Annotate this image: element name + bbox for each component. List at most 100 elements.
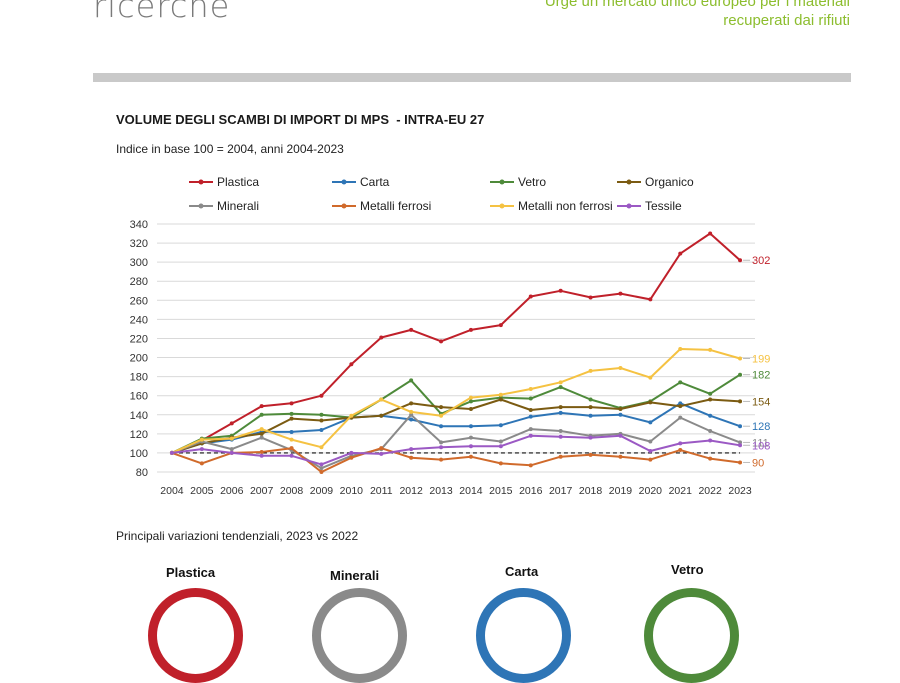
data-point-metalli-non-ferrosi xyxy=(498,392,503,397)
data-point-tessile xyxy=(588,435,593,440)
y-tick-label: 320 xyxy=(130,238,148,250)
data-point-organico xyxy=(259,431,264,436)
legend-marker-minerali xyxy=(198,203,204,209)
series-line-minerali xyxy=(171,413,741,470)
data-point-carta xyxy=(738,424,743,429)
data-point-metalli-non-ferrosi xyxy=(349,413,354,418)
data-point-plastica xyxy=(618,291,623,296)
end-label-organico: 154 xyxy=(752,396,770,408)
data-point-metalli-non-ferrosi xyxy=(738,356,743,361)
data-point-tessile xyxy=(199,447,204,452)
y-tick-label: 160 xyxy=(130,391,148,403)
x-tick-label: 2016 xyxy=(519,485,543,497)
legend-marker-organico xyxy=(626,179,632,185)
legend-label-carta: Carta xyxy=(360,175,390,189)
series-line-carta xyxy=(171,402,741,454)
data-point-carta xyxy=(468,424,473,429)
data-point-vetro xyxy=(528,396,533,401)
data-point-organico xyxy=(498,397,503,402)
y-tick-label: 260 xyxy=(130,295,148,307)
data-point-metalli-non-ferrosi xyxy=(439,413,444,418)
data-point-metalli-non-ferrosi xyxy=(558,380,563,385)
data-point-tessile xyxy=(738,443,743,448)
legend-marker-carta xyxy=(341,179,347,185)
data-point-vetro xyxy=(678,380,683,385)
data-point-minerali xyxy=(738,440,743,445)
data-point-plastica xyxy=(468,327,473,332)
x-tick-label: 2023 xyxy=(728,485,752,497)
y-tick-label: 220 xyxy=(130,333,148,345)
data-point-tessile xyxy=(349,450,354,455)
legend-label-minerali: Minerali xyxy=(217,199,259,213)
data-point-organico xyxy=(648,400,653,405)
data-point-plastica xyxy=(229,421,234,426)
data-point-organico xyxy=(618,407,623,412)
data-point-metalli-ferrosi xyxy=(678,448,683,453)
data-point-metalli-ferrosi xyxy=(199,461,204,466)
data-point-carta xyxy=(409,417,414,422)
data-point-tessile xyxy=(439,445,444,450)
data-point-organico xyxy=(708,397,713,402)
ring-plastica xyxy=(148,588,243,683)
data-point-metalli-ferrosi xyxy=(289,446,294,451)
data-point-metalli-ferrosi xyxy=(379,446,384,451)
data-point-metalli-ferrosi xyxy=(738,460,743,465)
data-point-metalli-ferrosi xyxy=(319,470,324,474)
data-point-carta xyxy=(678,401,683,406)
data-point-minerali xyxy=(229,447,234,452)
data-point-tessile xyxy=(678,441,683,446)
x-tick-label: 2022 xyxy=(698,485,722,497)
data-point-carta xyxy=(558,410,563,415)
data-point-plastica xyxy=(379,335,384,340)
series-line-vetro xyxy=(171,373,741,454)
data-point-plastica xyxy=(528,294,533,299)
y-tick-label: 280 xyxy=(130,276,148,288)
data-point-plastica xyxy=(349,362,354,367)
legend-label-organico: Organico xyxy=(645,175,694,189)
data-point-metalli-ferrosi xyxy=(498,461,503,466)
data-point-metalli-non-ferrosi xyxy=(319,445,324,450)
end-label-vetro: 182 xyxy=(752,370,770,382)
data-point-tessile xyxy=(468,444,473,449)
data-point-metalli-ferrosi xyxy=(528,463,533,468)
data-point-metalli-ferrosi xyxy=(708,456,713,461)
ring-label-carta: Carta xyxy=(505,564,539,579)
y-tick-label: 200 xyxy=(130,353,148,365)
data-point-plastica xyxy=(588,295,593,300)
series-line-metalli-non-ferrosi xyxy=(171,348,741,454)
data-point-vetro xyxy=(259,412,264,417)
x-tick-label: 2019 xyxy=(609,485,633,497)
data-point-carta xyxy=(708,413,713,418)
data-point-tessile xyxy=(229,450,234,455)
ring-minerali xyxy=(312,588,407,683)
data-point-carta xyxy=(289,429,294,434)
data-point-minerali xyxy=(409,412,414,417)
data-point-plastica xyxy=(558,288,563,293)
legend-label-vetro: Vetro xyxy=(518,175,546,189)
legend-marker-metalli-non-ferrosi xyxy=(499,203,505,209)
legend-marker-tessile xyxy=(626,203,632,209)
tagline-line-2: recuperati dai rifiuti xyxy=(723,12,850,29)
data-point-metalli-non-ferrosi xyxy=(409,409,414,414)
page-tagline: Urge un mercato unico europeo per i mate… xyxy=(545,0,850,30)
data-point-metalli-non-ferrosi xyxy=(289,437,294,442)
data-point-plastica xyxy=(289,401,294,406)
data-point-metalli-non-ferrosi xyxy=(678,346,683,351)
series-line-plastica xyxy=(171,232,741,454)
x-tick-label: 2010 xyxy=(340,485,364,497)
x-tick-label: 2007 xyxy=(250,485,274,497)
data-point-minerali xyxy=(259,435,264,440)
series-line-metalli-ferrosi xyxy=(171,447,741,473)
x-tick-label: 2014 xyxy=(459,485,483,497)
chart-title: VOLUME DEGLI SCAMBI DI IMPORT DI MPS - I… xyxy=(116,112,485,127)
data-point-vetro xyxy=(558,385,563,390)
data-point-tessile xyxy=(169,450,174,455)
data-point-tessile xyxy=(409,447,414,452)
ring-label-plastica: Plastica xyxy=(166,565,216,580)
x-tick-label: 2004 xyxy=(160,485,184,497)
data-point-metalli-ferrosi xyxy=(588,452,593,457)
x-tick-label: 2017 xyxy=(549,485,573,497)
data-point-tessile xyxy=(289,453,294,458)
data-point-plastica xyxy=(738,258,743,263)
y-tick-label: 100 xyxy=(130,448,148,460)
